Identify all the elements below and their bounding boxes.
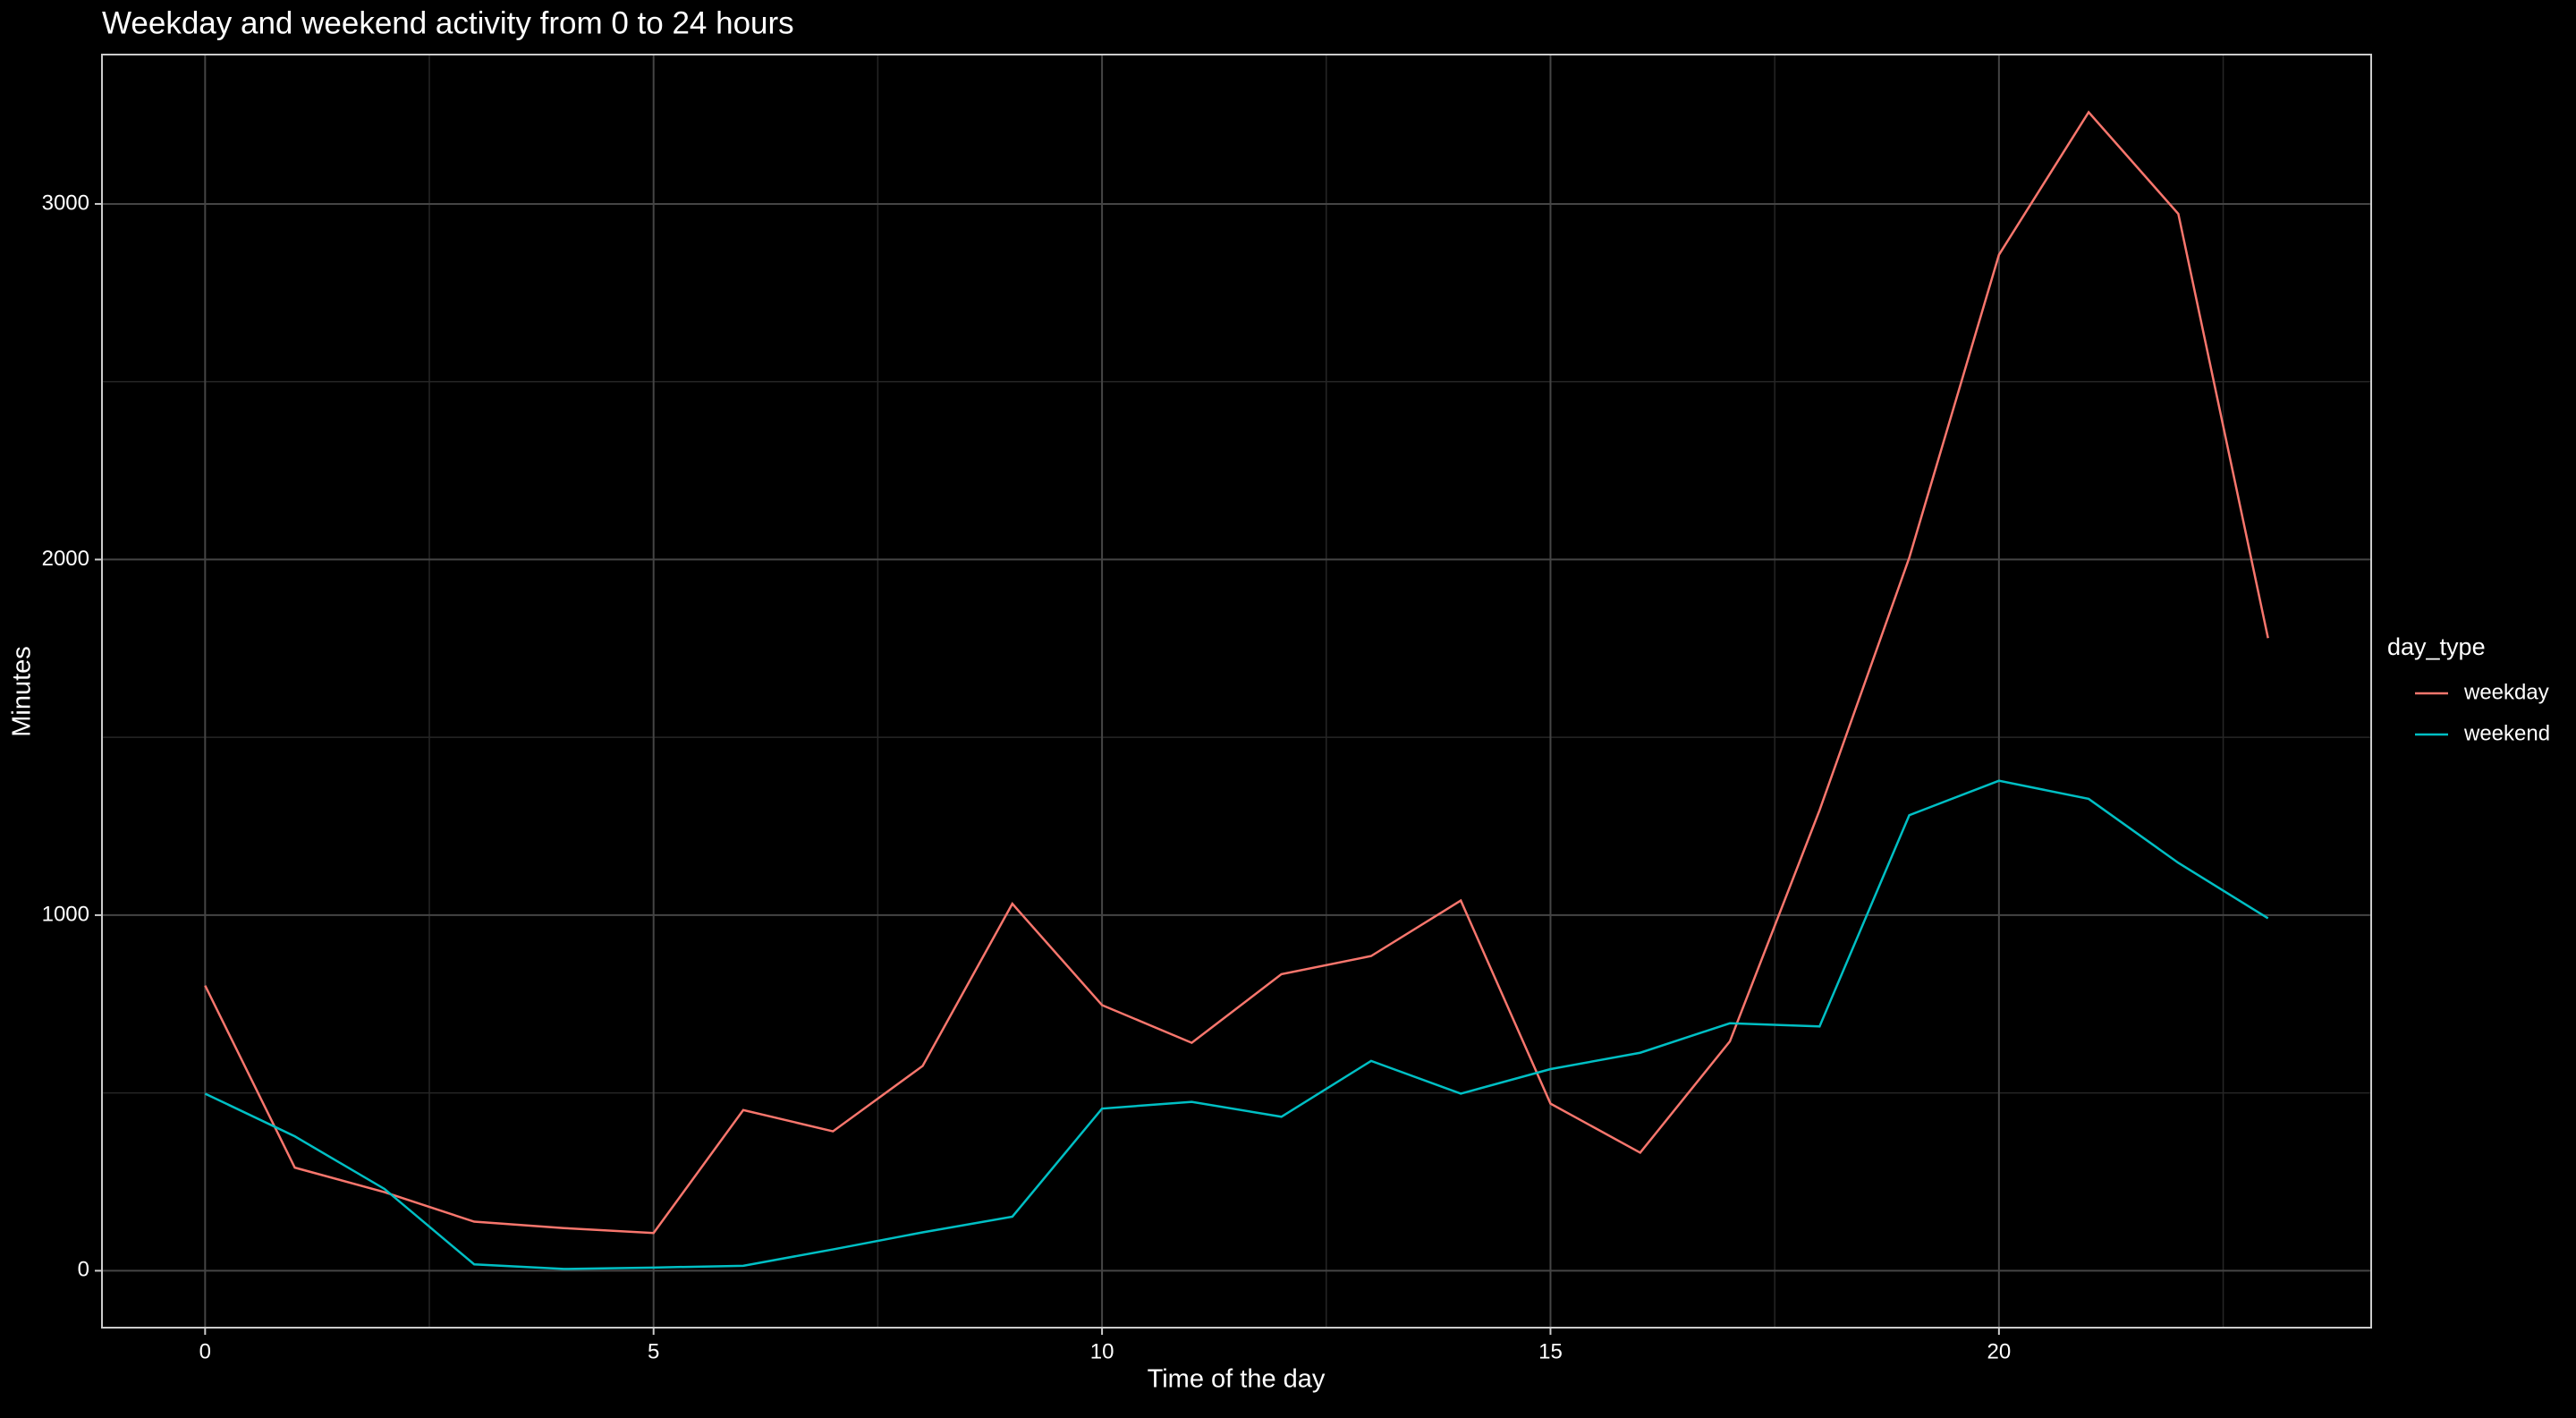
legend-label: weekend — [2463, 721, 2550, 745]
legend-title: day_type — [2387, 633, 2486, 660]
y-axis-title: Minutes — [8, 646, 37, 737]
y-tick-label: 0 — [78, 1258, 89, 1282]
x-tick-label: 15 — [1538, 1339, 1563, 1363]
y-tick-label: 1000 — [42, 902, 89, 926]
x-tick-label: 10 — [1090, 1339, 1114, 1363]
chart-title: Weekday and weekend activity from 0 to 2… — [102, 5, 794, 40]
y-tick-label: 3000 — [42, 191, 89, 215]
x-tick-label: 0 — [199, 1339, 211, 1363]
x-tick-label: 20 — [1987, 1339, 2012, 1363]
legend-label: weekday — [2463, 680, 2549, 704]
x-axis-title: Time of the day — [1148, 1365, 1326, 1394]
series-line — [204, 779, 2269, 1270]
panel-border — [101, 54, 2372, 1329]
series-line — [204, 110, 2269, 1235]
y-tick-label: 2000 — [42, 547, 89, 571]
x-tick-label: 5 — [648, 1339, 659, 1363]
